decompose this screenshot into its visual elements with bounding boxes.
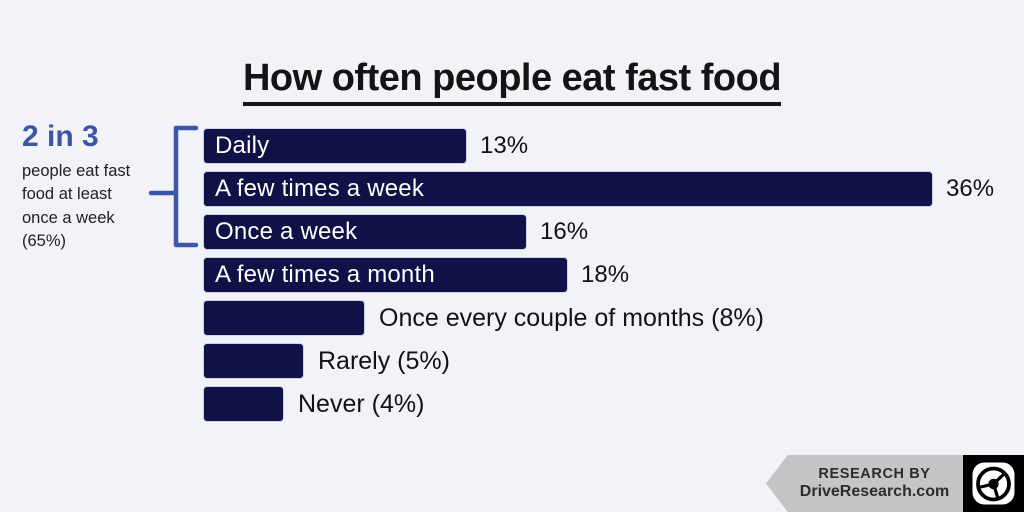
bar-label: Daily: [215, 132, 270, 159]
bar-row: Rarely (5%): [203, 343, 994, 379]
annotation-2-in-3: 2 in 3 people eat fast food at least onc…: [22, 120, 148, 254]
bar: [203, 300, 365, 336]
bar-value: 18%: [581, 261, 630, 288]
bar-value: 36%: [946, 175, 995, 202]
chart-title: How often people eat fast food: [242, 59, 782, 107]
bar-chart: Daily 13% A few times a week 36% Once a week…: [203, 128, 994, 429]
bar-row: Never (4%): [203, 386, 994, 422]
bar: Once a week: [203, 214, 527, 250]
bar: Daily: [203, 128, 467, 164]
bar-row: Daily 13%: [203, 128, 994, 164]
bracket-icon: [148, 125, 199, 248]
bar: A few times a month: [203, 257, 568, 293]
footer-logo: [963, 455, 1024, 512]
bar-value: 16%: [540, 218, 589, 245]
steering-wheel-icon: [972, 462, 1015, 505]
bar-label: Never (4%): [298, 389, 425, 418]
bar-label: Once a week: [215, 218, 358, 245]
bar-value: 13%: [480, 132, 529, 159]
footer-source-name: DriveResearch.com: [799, 483, 950, 500]
annotation-body: people eat fast food at least once a wee…: [22, 162, 131, 251]
bar: A few times a week: [203, 171, 933, 207]
bar-row: A few times a week 36%: [203, 171, 994, 207]
footer-ribbon: RESEARCH BY DriveResearch.com: [766, 455, 963, 512]
bar-row: Once a week 16%: [203, 214, 994, 250]
bar-row: Once every couple of months (8%): [203, 300, 994, 336]
bar-label: Rarely (5%): [318, 346, 450, 375]
bar-label: A few times a week: [215, 175, 425, 202]
footer-research-by: RESEARCH BY: [818, 466, 931, 482]
annotation-headline: 2 in 3: [22, 120, 99, 153]
bar: [203, 343, 304, 379]
bar-label: Once every couple of months (8%): [379, 303, 764, 332]
bar-label: A few times a month: [215, 261, 435, 288]
bar: [203, 386, 284, 422]
title-wrap: How often people eat fast food: [0, 34, 1024, 132]
bar-row: A few times a month 18%: [203, 257, 994, 293]
